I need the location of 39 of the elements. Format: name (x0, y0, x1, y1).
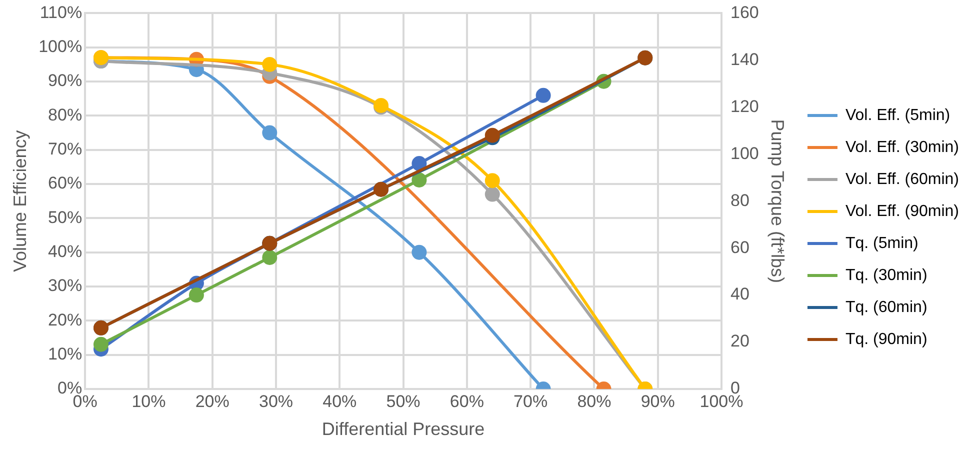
legend-label: Vol. Eff. (60min) (845, 170, 959, 188)
y-tick-label: 10% (48, 344, 82, 364)
y-tick-label: 20% (48, 310, 82, 330)
x-tick-label: 40% (322, 392, 357, 411)
y-tick-label: 110% (40, 2, 82, 22)
y-tick-label: 90% (48, 71, 82, 90)
y-tick-label: 60% (48, 174, 82, 193)
legend-label: Tq. (30min) (845, 266, 928, 284)
y2-tick-label: 40 (730, 284, 750, 304)
y-tick-label: 100% (38, 37, 82, 56)
legend-label: Tq. (5min) (845, 234, 918, 252)
x-axis-title: Differential Pressure (322, 419, 485, 440)
x-tick-label: 10% (132, 392, 166, 411)
y2-tick-label: 160 (730, 2, 759, 22)
y2-tick-label: 20 (730, 332, 750, 351)
y-tick-label: 50% (48, 208, 82, 227)
x-tick-label: 50% (386, 392, 420, 411)
x-tick-label: 70% (514, 392, 548, 411)
x-tick-label: 20% (195, 392, 230, 411)
x-tick-label: 30% (258, 392, 294, 411)
y2-tick-label: 140 (730, 50, 759, 69)
x-tick-label: 80% (577, 392, 612, 411)
y2-tick-label: 60 (730, 238, 750, 257)
x-tick-label: 90% (640, 392, 675, 411)
y-tick-label: 30% (48, 276, 82, 296)
legend-label: Vol. Eff. (30min) (845, 138, 959, 156)
legend-label: Tq. (90min) (845, 330, 928, 348)
y2-tick-label: 80 (730, 190, 750, 210)
legend-label: Tq. (60min) (845, 298, 928, 316)
y-tick-label: 40% (48, 242, 82, 262)
y2-axis-title: Pump Torque (ft*lbs) (768, 119, 788, 283)
y-tick-label: 70% (48, 140, 82, 159)
legend-label: Vol. Eff. (5min) (845, 106, 950, 124)
legend-label: Vol. Eff. (90min) (845, 202, 959, 220)
y-tick-label: 80% (48, 105, 82, 124)
x-tick-label: 60% (450, 392, 484, 411)
y2-tick-label: 120 (730, 96, 759, 116)
y-axis-title: Volume Efficiency (10, 130, 30, 272)
y2-tick-label: 100 (730, 144, 759, 163)
